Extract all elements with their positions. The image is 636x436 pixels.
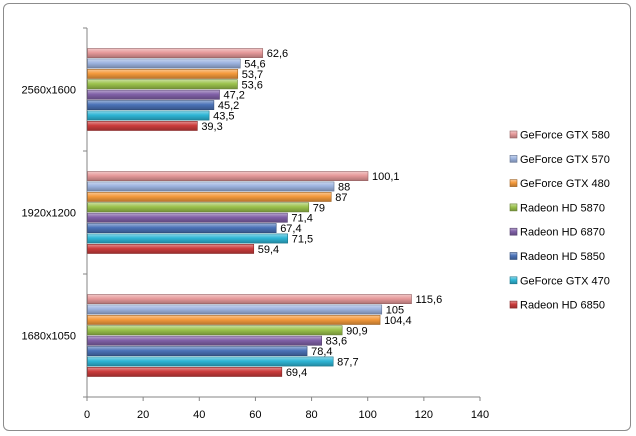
bar-value-label: 88	[338, 182, 350, 194]
category-label: 1680x1050	[22, 331, 76, 343]
bar-value-label: 62,6	[267, 48, 288, 60]
bar	[87, 223, 277, 233]
legend-label: GeForce GTX 570	[520, 154, 610, 166]
bar	[87, 69, 239, 79]
bar	[87, 171, 369, 181]
legend-item: GeForce GTX 480	[509, 178, 610, 190]
bar-value-label: 45,2	[218, 100, 239, 112]
legend-swatch	[509, 179, 518, 187]
bar	[87, 202, 310, 213]
bar	[87, 192, 332, 202]
bar-value-label: 69,4	[286, 367, 307, 379]
bar	[87, 356, 334, 367]
bar	[87, 121, 198, 131]
legend-label: Radeon HD 5870	[520, 202, 605, 214]
legend-label: GeForce GTX 580	[520, 130, 610, 142]
x-tick-label: 60	[249, 409, 261, 421]
bar-value-label: 115,6	[416, 294, 443, 306]
x-tick-label: 20	[137, 409, 149, 421]
bar	[87, 110, 210, 121]
legend-item: Radeon HD 6850	[509, 300, 605, 312]
bar-value-label: 87,7	[337, 357, 358, 369]
legend-swatch	[509, 276, 518, 285]
legend-label: Radeon HD 6870	[520, 227, 605, 239]
x-tick-label: 100	[359, 409, 377, 421]
legend-item: GeForce GTX 580	[509, 130, 610, 142]
bar	[87, 335, 322, 346]
bar	[87, 212, 288, 223]
bar-value-label: 100,1	[372, 171, 400, 183]
x-tick-label: 0	[84, 409, 90, 421]
bar	[87, 58, 241, 69]
bar	[87, 325, 343, 336]
chart-bars	[87, 48, 412, 377]
bar	[87, 314, 381, 325]
bar-value-label: 47,2	[223, 90, 244, 102]
bar-value-label: 67,4	[280, 223, 301, 235]
bar	[87, 304, 383, 315]
bar-value-label: 39,3	[201, 121, 222, 133]
legend-swatch	[509, 130, 518, 139]
legend-swatch	[509, 300, 518, 309]
bar	[87, 48, 264, 58]
legend-item: Radeon HD 5870	[509, 202, 605, 214]
bar-value-label: 71,4	[291, 213, 312, 225]
bar-value-label: 54,6	[244, 59, 265, 71]
chart-legend: GeForce GTX 580 GeForce GTX 570 GeForce GT…	[509, 130, 610, 312]
x-tick-label: 140	[471, 409, 489, 421]
bar-value-label: 78,4	[311, 346, 332, 358]
category-label: 2560x1600	[22, 85, 76, 97]
bar-value-label: 87	[335, 192, 347, 204]
legend-swatch	[509, 227, 518, 236]
legend-item: GeForce GTX 470	[509, 275, 610, 287]
bar-value-label: 43,5	[213, 111, 234, 123]
bar-value-label: 71,5	[292, 234, 313, 246]
x-tick-label: 80	[305, 409, 317, 421]
bar-value-label: 90,9	[346, 325, 367, 337]
legend-swatch	[509, 203, 518, 212]
bar-value-label: 53,7	[242, 69, 263, 81]
bar-value-label: 53,6	[241, 79, 262, 91]
chart-labels: 62,654,653,753,647,245,243,539,3100,1888…	[201, 48, 442, 379]
legend-item: Radeon HD 5850	[509, 251, 605, 263]
bar	[87, 244, 255, 254]
bar	[87, 294, 412, 304]
legend-item: GeForce GTX 570	[509, 154, 610, 166]
x-tick-label: 120	[415, 409, 433, 421]
legend-label: GeForce GTX 470	[520, 275, 610, 287]
bar-value-label: 104,4	[384, 315, 412, 327]
bar	[87, 366, 283, 377]
bar	[87, 346, 308, 356]
bar-value-label: 105	[386, 305, 404, 317]
bar-value-label: 79	[313, 202, 325, 214]
chart-axes: 0 20 40 60 80 100 120 140 2560x1600 1920x1200 1680…	[22, 27, 489, 421]
bar	[87, 233, 289, 244]
legend-swatch	[509, 252, 518, 260]
legend-item: Radeon HD 6870	[509, 227, 605, 239]
bar	[87, 100, 215, 110]
bar	[87, 89, 220, 100]
legend-label: GeForce GTX 480	[520, 178, 610, 190]
bar	[87, 181, 335, 192]
legend-label: Radeon HD 6850	[520, 300, 605, 312]
category-label: 1920x1200	[22, 208, 76, 220]
legend-label: Radeon HD 5850	[520, 251, 605, 263]
bar	[87, 79, 238, 90]
x-tick-label: 40	[193, 409, 205, 421]
bar-value-label: 83,6	[326, 336, 347, 348]
bar-value-label: 59,4	[258, 244, 279, 256]
legend-swatch	[509, 155, 518, 163]
